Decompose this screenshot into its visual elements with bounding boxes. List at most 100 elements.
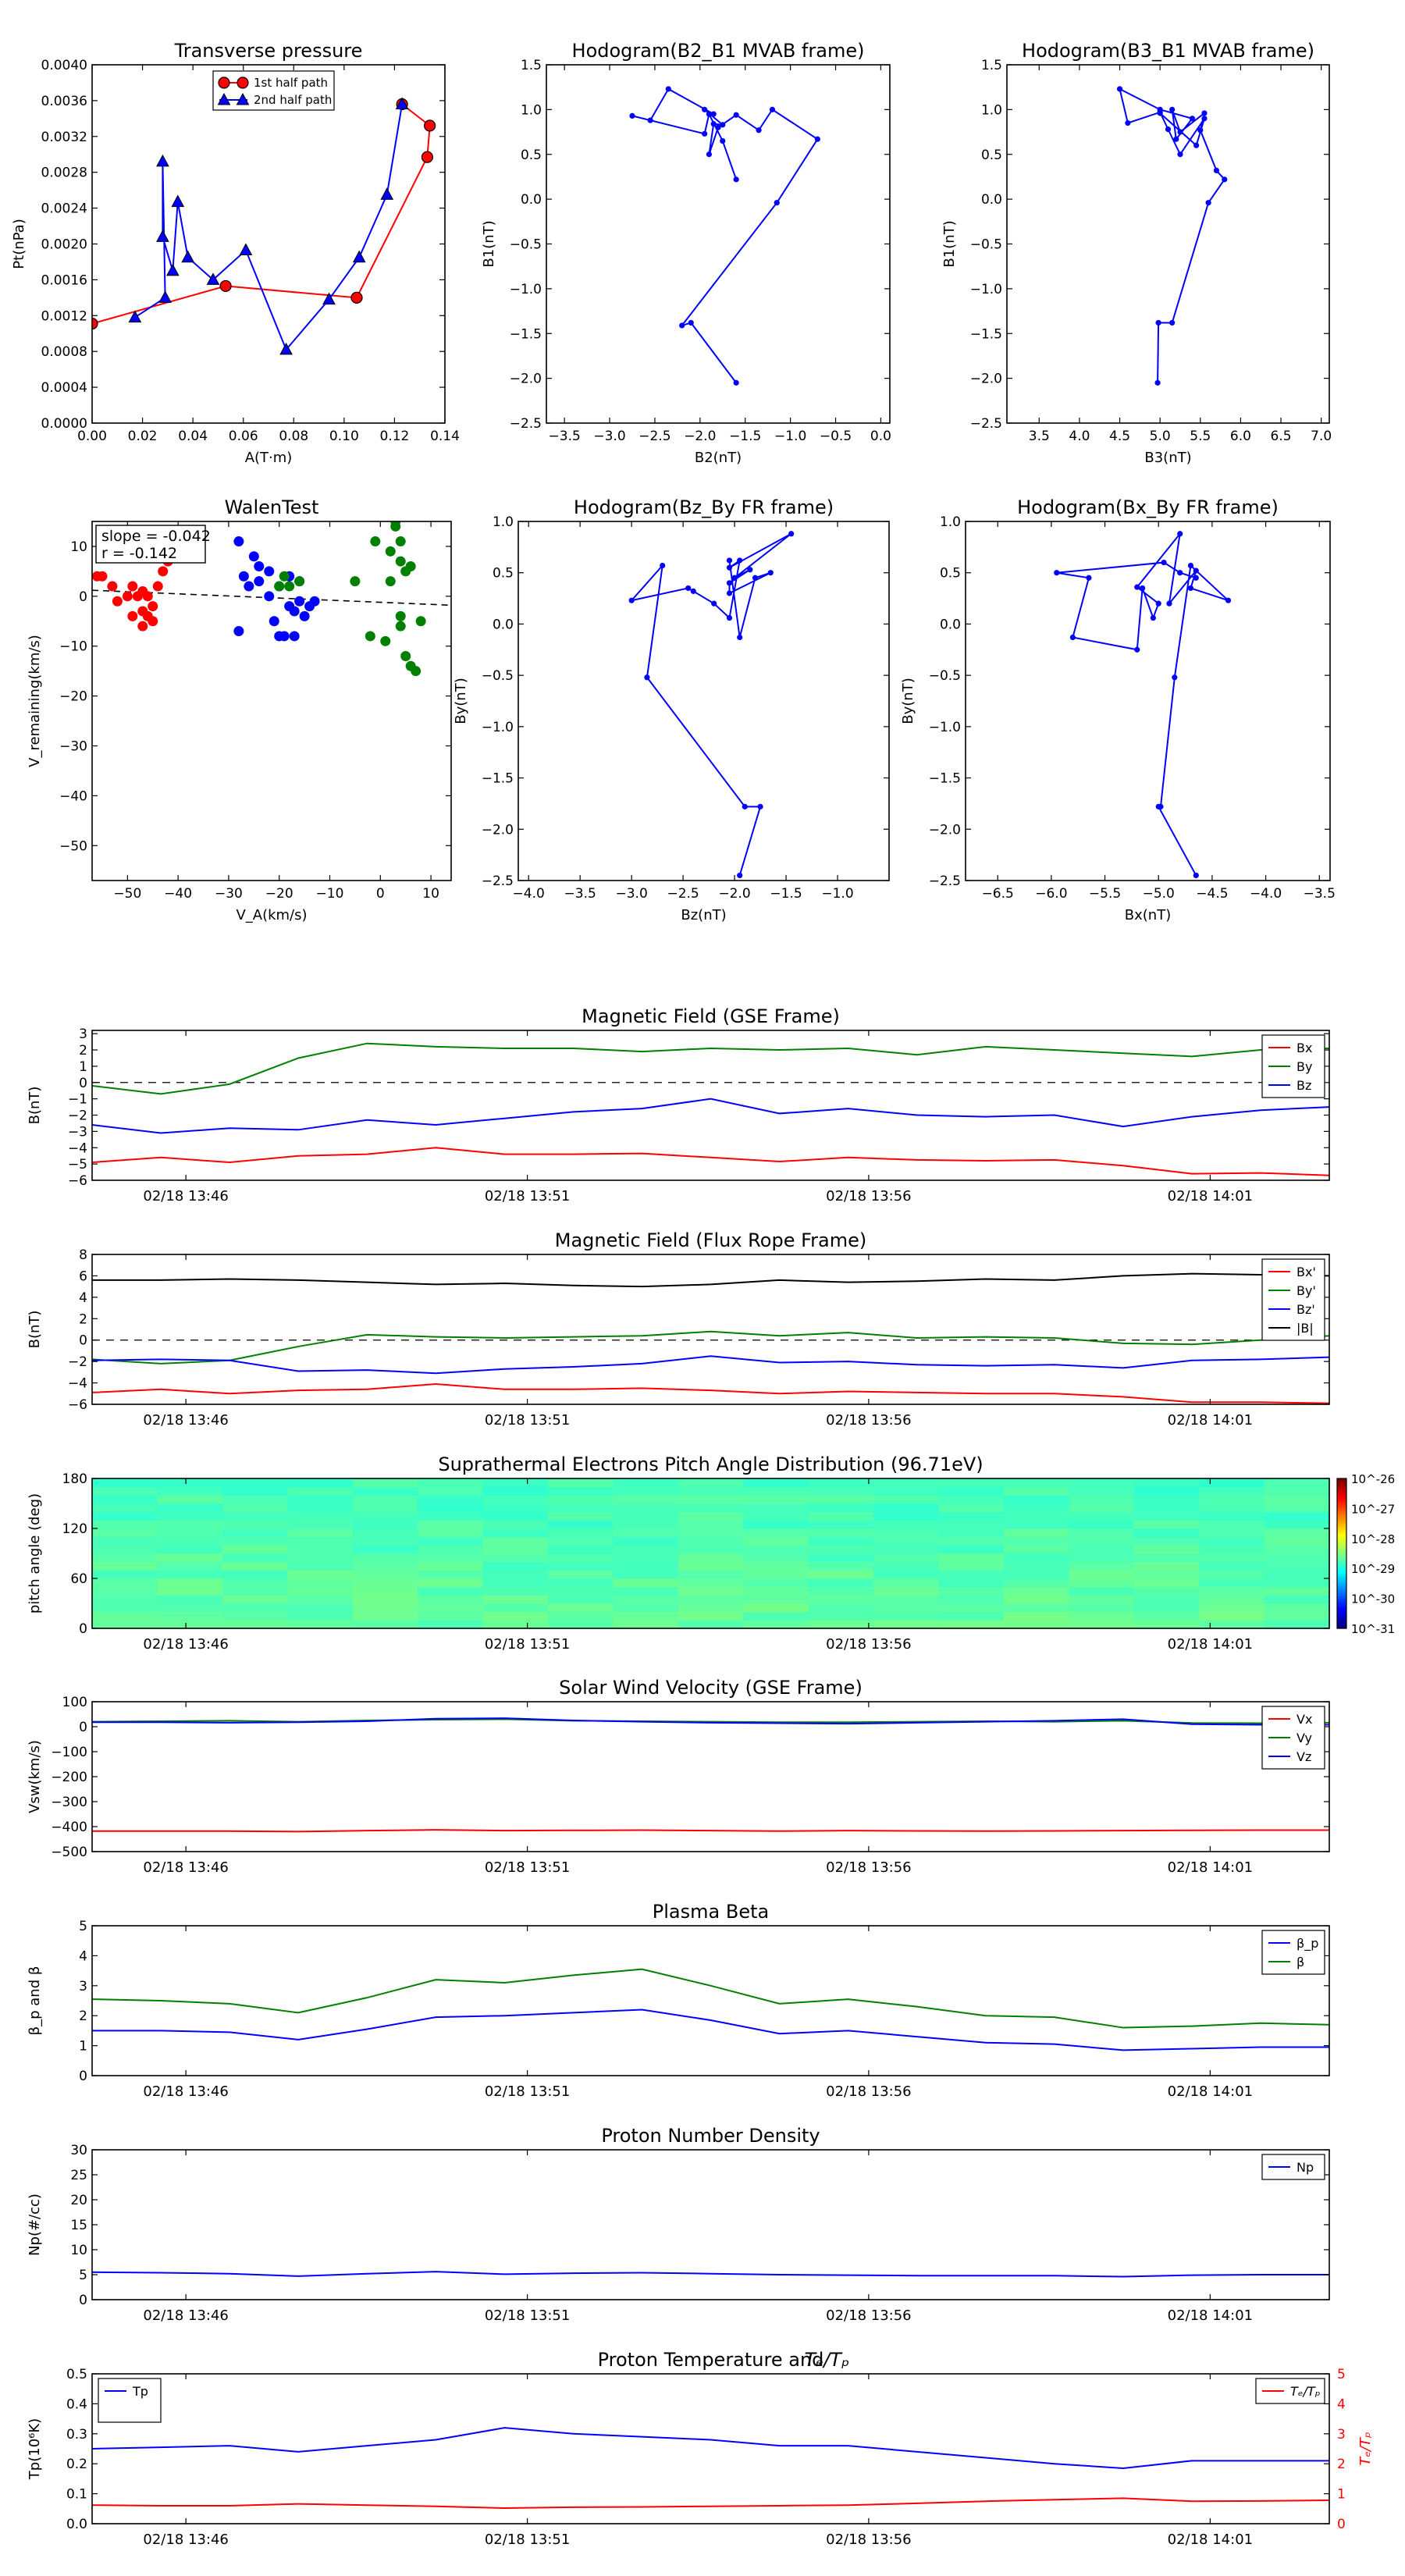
pt-ytick-label: 0.0036 xyxy=(41,94,87,109)
pad-cell xyxy=(157,1478,223,1488)
hbx-point xyxy=(1155,600,1161,607)
walen-point xyxy=(137,621,148,632)
pad-cell xyxy=(287,1570,354,1579)
hbz-plot-area xyxy=(628,531,795,879)
hbz-ytick-label: −1.0 xyxy=(482,720,514,735)
pad-colorbar-segment xyxy=(1337,1478,1346,1482)
hbz-point xyxy=(726,580,733,586)
pad-cell xyxy=(1069,1578,1135,1588)
bgse-ytick-label: −4 xyxy=(68,1140,87,1156)
hb2-ytick-label: 0.5 xyxy=(521,148,542,163)
hb2-plot-area xyxy=(629,86,820,386)
pad-colorbar-segment xyxy=(1337,1521,1346,1525)
pad-cell xyxy=(873,1511,940,1521)
pad-cell xyxy=(547,1520,614,1529)
pad-cell xyxy=(1199,1553,1265,1563)
pad-cell xyxy=(1133,1486,1200,1496)
pad-colorbar-segment xyxy=(1337,1613,1346,1617)
pad-colorbar-segment xyxy=(1337,1523,1346,1527)
hb2-panel: Hodogram(B2_B1 MVAB frame) −2.5 −2.0 −1.5 −1… xyxy=(481,40,891,466)
pad-cell xyxy=(418,1520,484,1529)
bfr-legend xyxy=(1261,1258,1325,1341)
beta-ylabel: β_p and β xyxy=(27,1966,43,2036)
walen-point xyxy=(264,591,275,602)
pad-cell xyxy=(678,1478,744,1488)
bfr-time-label: 02/18 13:51 xyxy=(485,1412,570,1429)
pad-cell xyxy=(352,1478,418,1488)
hb3-xtick-label: 4.5 xyxy=(1109,429,1130,444)
np-ytick-label: 10 xyxy=(70,2243,87,2258)
pad-cell xyxy=(547,1561,614,1571)
hbx-frame xyxy=(965,521,1331,881)
pad-cell xyxy=(222,1620,288,1629)
pad-cell xyxy=(743,1520,809,1529)
walen-point xyxy=(390,521,401,527)
walen-point xyxy=(289,606,300,617)
pad-cell xyxy=(1069,1545,1135,1554)
pt-xtick-label: 0.02 xyxy=(128,429,158,444)
walen-frame xyxy=(91,521,452,881)
walen-point xyxy=(309,596,320,607)
pad-cell xyxy=(352,1545,418,1554)
hbz-point xyxy=(644,674,650,681)
hb3-point xyxy=(1201,116,1208,122)
pad-cell xyxy=(678,1520,744,1529)
pad-cell xyxy=(287,1503,354,1513)
pad-cell xyxy=(1069,1495,1135,1504)
walen-point xyxy=(112,596,123,607)
np-frame xyxy=(91,2149,1330,2300)
np-ytick-label: 5 xyxy=(79,2268,87,2283)
tp-frame xyxy=(91,2373,1330,2524)
beta-ytick-label: 2 xyxy=(79,2008,87,2024)
hb2-ytick-label: −2.5 xyxy=(510,416,542,432)
pad-cell xyxy=(678,1511,744,1521)
hb3-point xyxy=(1197,127,1204,133)
pad-colorbar-segment xyxy=(1337,1483,1346,1487)
bgse-legend xyxy=(1261,1034,1325,1098)
hbx-point xyxy=(1187,585,1194,592)
bgse-time-label: 02/18 13:46 xyxy=(143,1188,228,1204)
pad-colorbar-segment xyxy=(1337,1533,1346,1537)
pad-cell xyxy=(1133,1561,1200,1571)
pad-cell xyxy=(157,1511,223,1521)
walen-point xyxy=(279,631,290,642)
hbz-xtick-label: −1.0 xyxy=(821,886,853,902)
pad-cell xyxy=(808,1611,874,1621)
hb2-point xyxy=(715,124,721,130)
hbx-point xyxy=(1193,872,1199,879)
pad-cell xyxy=(938,1511,1005,1521)
pad-cell xyxy=(613,1611,679,1621)
np-ylabel: Np(#/cc) xyxy=(27,2194,43,2256)
pad-colorbar-frame xyxy=(1336,1478,1347,1629)
walen-xtick-label: 0 xyxy=(376,886,385,902)
pad-cell xyxy=(1133,1478,1200,1488)
pad-colorbar-segment xyxy=(1337,1591,1346,1594)
pad-cell xyxy=(1264,1511,1330,1521)
pad-cell xyxy=(743,1528,809,1538)
pad-panel: Suprathermal Electrons Pitch Angle Distr… xyxy=(27,1453,1395,1653)
vsw-panel: Solar Wind Velocity (GSE Frame) −500 −400 −… xyxy=(27,1677,1330,1876)
pad-cell xyxy=(547,1495,614,1504)
hb3-point xyxy=(1157,110,1163,116)
pt-ytick-label: 0.0020 xyxy=(41,237,87,253)
pad-cell xyxy=(1003,1603,1069,1613)
pad-cell xyxy=(222,1561,288,1571)
hbx-ylabel: By(nT) xyxy=(900,678,916,724)
hb2-ytick-label: −0.5 xyxy=(510,237,542,253)
np-ytick-label: 15 xyxy=(70,2218,87,2233)
pad-cell xyxy=(418,1586,484,1596)
bfr-frame xyxy=(91,1254,1330,1405)
pad-cell xyxy=(1264,1536,1330,1546)
hbz-frame xyxy=(518,521,890,881)
pad-cell xyxy=(1133,1495,1200,1504)
bgse-time-label: 02/18 14:01 xyxy=(1168,1188,1253,1204)
pad-cell xyxy=(613,1595,679,1604)
walen-point xyxy=(395,610,406,621)
pad-cell xyxy=(547,1528,614,1538)
bfr-legend-label-3: |B| xyxy=(1297,1321,1314,1336)
pad-cell xyxy=(743,1511,809,1521)
np-time-label: 02/18 13:46 xyxy=(143,2307,228,2324)
pt-panel: Transverse pressure 0.0000 0.0004 0.0008 0.0… xyxy=(11,40,460,466)
pad-cell xyxy=(808,1495,874,1504)
pad-cell xyxy=(678,1528,744,1538)
